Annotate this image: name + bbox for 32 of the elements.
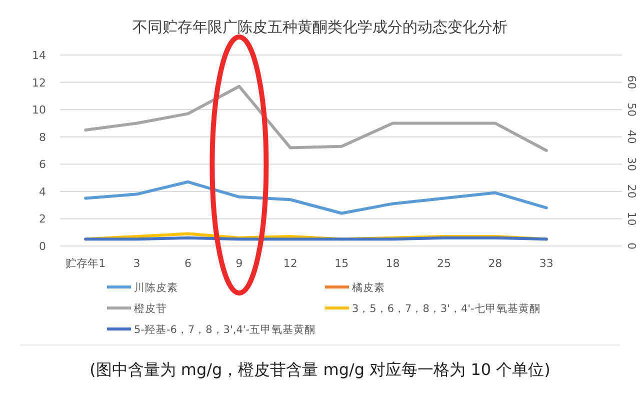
y2-tick-label: 60: [625, 75, 638, 90]
text: (图中含量为 mg/g，橙皮苷含量 mg/g 对应每一格为 10 个单位): [90, 360, 550, 379]
y2-tick-label: 50: [625, 102, 638, 117]
x-tick-label: 33: [539, 257, 554, 270]
x-tick-label: 3: [133, 257, 140, 270]
y2-tick-label: 40: [625, 130, 638, 144]
legend-label: 5-羟基-6，7，8，3',4'-五甲氧基黄酮: [134, 323, 316, 336]
legend-label: 橘皮素: [352, 281, 385, 294]
y2-tick-label: 10: [625, 212, 638, 226]
y-tick-label: 10: [32, 104, 46, 117]
y-tick-label: 4: [39, 185, 46, 198]
y2-tick-label: 30: [625, 157, 638, 172]
y-tick-label: 8: [39, 130, 46, 144]
y-tick-label: 14: [32, 49, 46, 62]
x-tick-label: 6: [184, 257, 192, 270]
x-tick-label: 12: [283, 257, 298, 270]
chart-title: 不同贮存年限广陈皮五种黄酮类化学成分的动态变化分析: [132, 18, 508, 36]
x-tick-label: 18: [386, 257, 400, 270]
x-tick-label: 贮存年1: [66, 257, 106, 270]
x-tick-label: 15: [334, 257, 349, 270]
legend-label: 川陈皮素: [134, 281, 178, 294]
x-tick-label: 28: [488, 257, 502, 270]
x-tick-label: 9: [236, 257, 243, 270]
y2-tick-label: 0: [625, 242, 638, 250]
y2-tick-label: 20: [625, 184, 638, 198]
y-tick-label: 6: [39, 158, 46, 172]
legend-label: 3，5，6，7，8，3'，4'-七甲氧基黄酮: [352, 302, 540, 315]
y-tick-label: 2: [39, 212, 46, 226]
x-tick-label: 25: [437, 257, 451, 270]
legend-label: 橙皮苷: [134, 302, 167, 315]
y-tick-label: 12: [32, 76, 46, 90]
y-tick-label: 0: [39, 240, 46, 253]
